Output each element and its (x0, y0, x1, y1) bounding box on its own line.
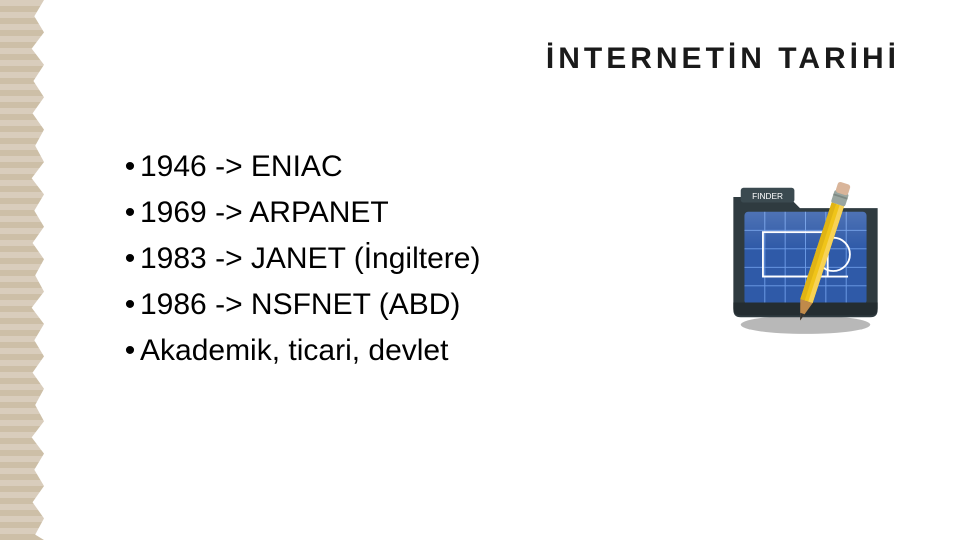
list-item: • 1946 -> ENIAC (120, 150, 640, 184)
list-item: • 1986 -> NSFNET (ABD) (120, 288, 640, 322)
list-item: • 1969 -> ARPANET (120, 196, 640, 230)
bullet-text: 1986 -> NSFNET (ABD) (140, 288, 460, 322)
bullet-text: 1946 -> ENIAC (140, 150, 343, 184)
decorative-left-edge (0, 0, 44, 540)
bullet-marker-icon: • (120, 244, 140, 274)
folder-tab-label: FINDER (752, 191, 783, 201)
bullet-text: 1969 -> ARPANET (140, 196, 389, 230)
bullet-marker-icon: • (120, 152, 140, 182)
slide-title: İNTERNETİN TARİHİ (546, 42, 900, 76)
bullet-marker-icon: • (120, 198, 140, 228)
bullet-marker-icon: • (120, 290, 140, 320)
list-item: • Akademik, ticari, devlet (120, 334, 640, 368)
bullet-list: • 1946 -> ENIAC • 1969 -> ARPANET • 1983… (120, 150, 640, 380)
bullet-text: Akademik, ticari, devlet (140, 334, 448, 368)
list-item: • 1983 -> JANET (İngiltere) (120, 242, 640, 276)
blueprint-folder-icon: FINDER (713, 160, 898, 345)
bullet-text: 1983 -> JANET (İngiltere) (140, 242, 480, 276)
bullet-marker-icon: • (120, 336, 140, 366)
